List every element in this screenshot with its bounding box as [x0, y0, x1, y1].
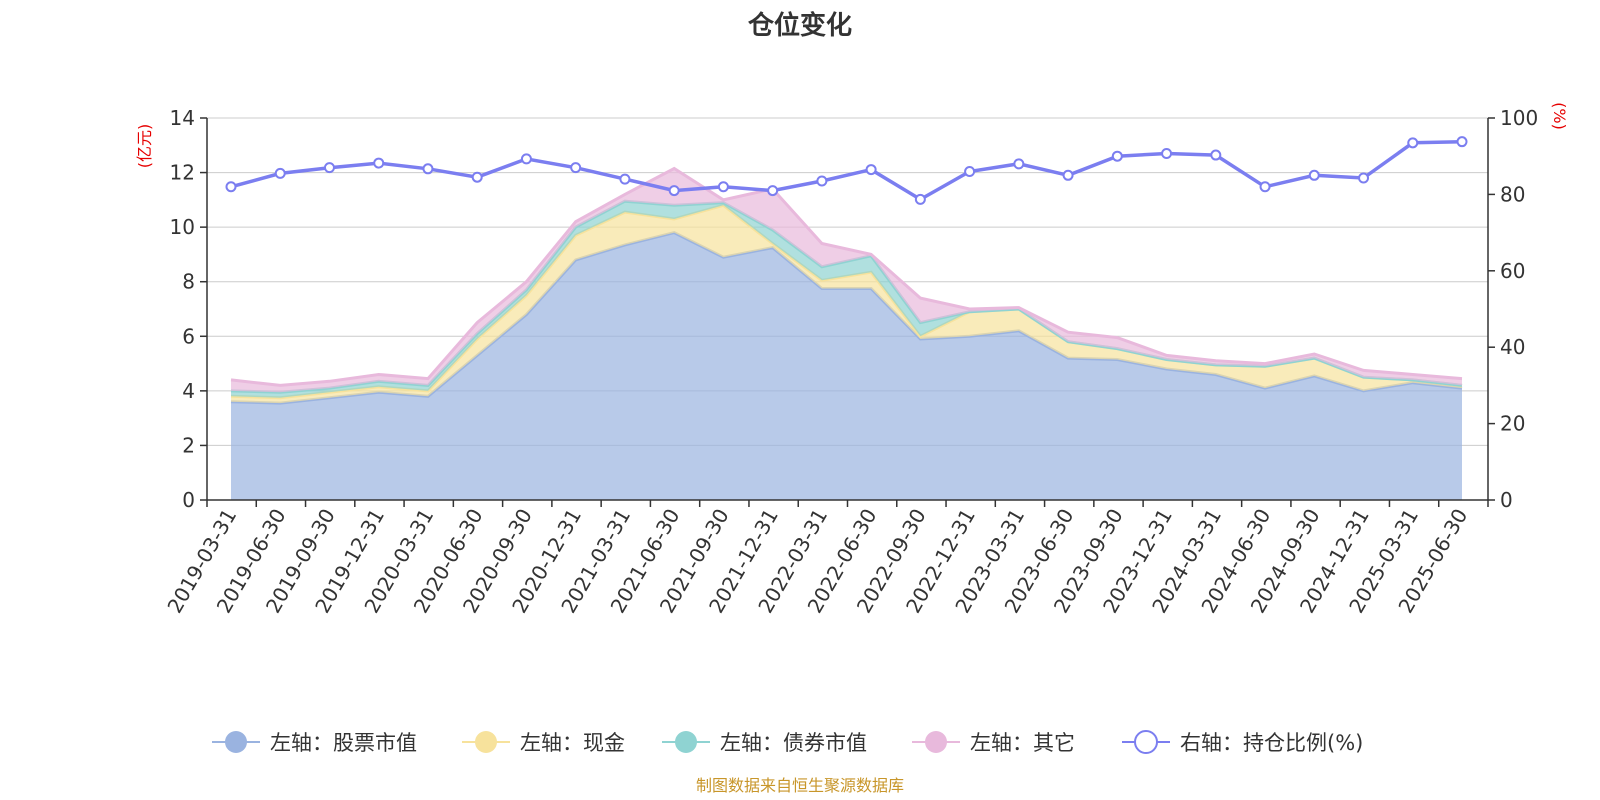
ratio-point-4[interactable] [422, 163, 434, 175]
ratio-point-8[interactable] [619, 173, 631, 185]
ratio-point-14[interactable] [914, 193, 926, 205]
ratio-point-1[interactable] [274, 167, 286, 179]
left-tick-label-1: 2 [182, 433, 195, 457]
ratio-point-24[interactable] [1407, 137, 1419, 149]
legend-item-1[interactable]: 左轴：股票市值 [212, 731, 417, 755]
right-tick-label-4: 80 [1500, 182, 1525, 206]
ratio-line [230, 139, 1463, 202]
legend-label-1: 左轴：股票市值 [270, 731, 417, 755]
ratio-point-6[interactable] [520, 153, 532, 165]
ratio-point-20[interactable] [1210, 149, 1222, 161]
data-source: 制图数据来自恒生聚源数据库 [696, 776, 904, 795]
ratio-point-15[interactable] [964, 165, 976, 177]
right-tick-label-3: 60 [1500, 259, 1525, 283]
legend-marker-1 [225, 731, 247, 753]
ratio-point-5[interactable] [471, 171, 483, 183]
ratio-point-16[interactable] [1013, 158, 1025, 170]
ratio-point-12[interactable] [816, 175, 828, 187]
right-axis-unit: (%) [1550, 102, 1569, 130]
left-tick-label-6: 12 [170, 161, 195, 185]
left-tick-label-4: 8 [182, 270, 195, 294]
area-2 [231, 205, 1462, 404]
legend-label-3: 左轴：债券市值 [720, 731, 867, 755]
ratio-point-3[interactable] [373, 157, 385, 169]
ratio-point-19[interactable] [1161, 148, 1173, 160]
right-tick-label-1: 20 [1500, 412, 1525, 436]
legend-marker-5 [1134, 730, 1158, 754]
legend-marker-3 [675, 731, 697, 753]
ratio-point-13[interactable] [865, 164, 877, 176]
ratio-point-21[interactable] [1259, 181, 1271, 193]
chart-title: 仓位变化 [747, 10, 852, 41]
right-tick-label-5: 100 [1500, 106, 1538, 130]
left-tick-label-7: 14 [170, 106, 195, 130]
left-axis-unit: (亿元) [135, 124, 154, 169]
ratio-point-9[interactable] [668, 185, 680, 197]
ratio-point-25[interactable] [1456, 136, 1468, 148]
area-1 [231, 232, 1462, 500]
ratio-line-layer [225, 136, 1468, 205]
ratio-point-23[interactable] [1358, 172, 1370, 184]
legend: 左轴：股票市值 左轴：现金 左轴：债券市值 左轴：其它 右轴：持仓比例(%) [212, 730, 1363, 755]
legend-label-4: 左轴：其它 [970, 731, 1075, 755]
ratio-point-22[interactable] [1308, 169, 1320, 181]
legend-marker-4 [925, 731, 947, 753]
ratio-point-2[interactable] [323, 162, 335, 174]
legend-item-3[interactable]: 左轴：债券市值 [662, 731, 867, 755]
left-tick-label-2: 4 [182, 379, 195, 403]
ratio-point-17[interactable] [1062, 169, 1074, 181]
legend-item-4[interactable]: 左轴：其它 [912, 731, 1075, 755]
legend-item-2[interactable]: 左轴：现金 [462, 731, 625, 755]
legend-marker-2 [475, 731, 497, 753]
left-tick-label-0: 0 [182, 488, 195, 512]
ratio-point-0[interactable] [225, 181, 237, 193]
ratio-point-7[interactable] [570, 162, 582, 174]
right-tick-label-2: 40 [1500, 335, 1525, 359]
left-tick-label-5: 10 [170, 215, 195, 239]
legend-label-2: 左轴：现金 [520, 731, 625, 755]
ratio-point-11[interactable] [767, 185, 779, 197]
ratio-point-18[interactable] [1111, 150, 1123, 162]
ratio-point-10[interactable] [717, 181, 729, 193]
left-tick-label-3: 6 [182, 324, 195, 348]
area-edge-4 [230, 166, 1463, 387]
right-tick-label-0: 0 [1500, 488, 1513, 512]
legend-label-5: 右轴：持仓比例(%) [1180, 731, 1363, 755]
area-layers [230, 166, 1463, 500]
legend-item-5[interactable]: 右轴：持仓比例(%) [1122, 730, 1363, 755]
